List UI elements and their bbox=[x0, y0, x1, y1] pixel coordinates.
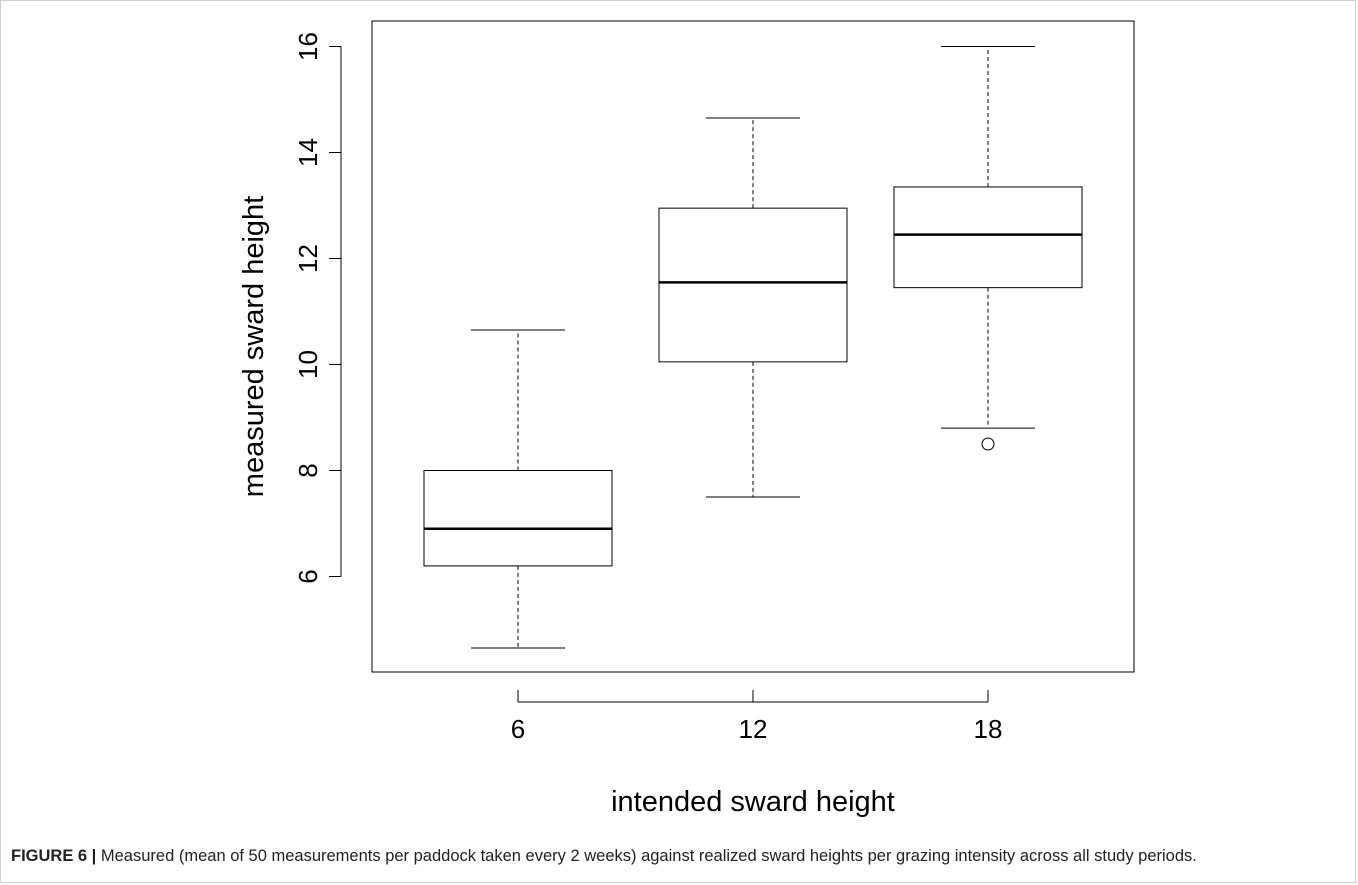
box-group bbox=[423, 329, 613, 649]
y-axis: 6 8 10 12 14 16 bbox=[293, 32, 342, 584]
x-axis: 6 12 18 bbox=[511, 690, 1003, 744]
y-axis-label: measured sward height bbox=[238, 196, 270, 497]
box-group bbox=[658, 117, 848, 498]
y-tick-label: 8 bbox=[293, 463, 323, 477]
y-tick-label: 14 bbox=[293, 138, 323, 167]
y-tick-label: 16 bbox=[293, 32, 323, 61]
x-axis-label: intended sward height bbox=[611, 786, 895, 818]
caption-text: Measured (mean of 50 measurements per pa… bbox=[100, 847, 1197, 865]
boxes bbox=[423, 46, 1083, 649]
box-group bbox=[893, 46, 1083, 451]
y-tick-label: 12 bbox=[293, 244, 323, 273]
x-tick-label: 12 bbox=[739, 714, 768, 744]
outlier-point bbox=[981, 437, 995, 451]
y-tick-label: 10 bbox=[293, 350, 323, 379]
iqr-box bbox=[423, 470, 613, 567]
boxplot-chart: 6 8 10 12 14 16 6 12 18 intended sward height m… bbox=[238, 20, 1135, 818]
figure-caption: FIGURE 6 | Measured (mean of 50 measurem… bbox=[11, 847, 1351, 866]
y-tick-label: 6 bbox=[293, 569, 323, 583]
plot-frame bbox=[371, 20, 1135, 673]
caption-label: FIGURE 6 | bbox=[11, 847, 97, 865]
iqr-box bbox=[658, 207, 848, 363]
iqr-box bbox=[893, 186, 1083, 289]
x-tick-label: 6 bbox=[511, 714, 525, 744]
x-tick-label: 18 bbox=[974, 714, 1003, 744]
